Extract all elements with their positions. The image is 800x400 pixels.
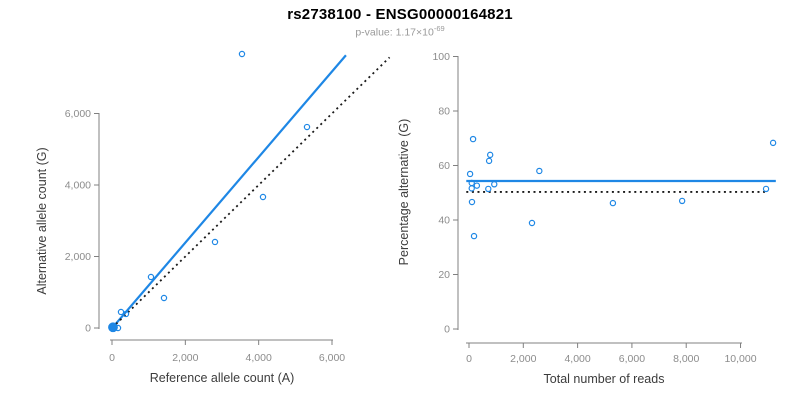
data-point xyxy=(491,181,498,188)
y-tick-label: 100 xyxy=(432,51,450,63)
data-point xyxy=(678,197,686,205)
data-point xyxy=(470,232,478,240)
data-point xyxy=(466,170,474,178)
x-tick-label: 2,000 xyxy=(510,353,536,365)
allele-counts-panel: 0 2,000 4,000 6,000 0 2,000 4,000 6,000 Referenc… xyxy=(35,50,391,385)
y-tick-label: 80 xyxy=(438,106,450,118)
data-point xyxy=(468,185,475,192)
y-tick-label: 40 xyxy=(438,215,450,227)
data-point xyxy=(536,167,543,175)
data-point xyxy=(468,198,476,206)
data-point xyxy=(485,185,492,193)
y-axis-title: Percentage alternative (G) xyxy=(397,119,411,266)
data-point xyxy=(303,123,311,131)
x-tick-label: 6,000 xyxy=(619,353,645,365)
pvalue-exponent: -69 xyxy=(433,24,445,33)
figure-title: rs2738100 - ENSG00000164821 xyxy=(287,6,513,23)
data-point xyxy=(473,182,481,189)
data-point xyxy=(769,139,777,147)
data-point xyxy=(259,193,267,201)
y-tick-label: 0 xyxy=(444,324,450,336)
data-point xyxy=(147,273,155,281)
fitted-line xyxy=(112,54,347,328)
x-tick-label: 8,000 xyxy=(673,353,699,365)
y-tick-label: 6,000 xyxy=(65,108,91,120)
x-axis-title: Total number of reads xyxy=(544,372,665,386)
y-tick-label: 20 xyxy=(438,269,450,281)
y-tick-label: 60 xyxy=(438,160,450,172)
data-point xyxy=(108,322,118,333)
data-point xyxy=(528,219,536,227)
y-tick-label: 4,000 xyxy=(65,180,91,192)
identity-line xyxy=(111,56,391,329)
data-point xyxy=(486,151,494,159)
x-tick-label: 6,000 xyxy=(319,352,345,364)
x-axis-title: Reference allele count (A) xyxy=(150,371,295,385)
x-tick-label: 4,000 xyxy=(246,352,272,364)
data-point xyxy=(762,185,770,193)
x-tick-label: 10,000 xyxy=(724,353,756,365)
percentage-alternative-panel: 0 2,000 4,000 6,000 8,000 10,000 0 20 40 60 80 100 T… xyxy=(397,51,777,386)
data-point xyxy=(117,308,125,316)
x-tick-label: 2,000 xyxy=(172,352,198,364)
y-tick-label: 0 xyxy=(85,323,91,335)
y-axis-title: Alternative allele count (G) xyxy=(35,147,49,294)
figure-subtitle: p-value: 1.17×10-69 xyxy=(0,24,800,39)
x-tick-label: 0 xyxy=(109,352,115,364)
pvalue-text: p-value: 1.17×10 xyxy=(355,26,434,39)
x-tick-label: 0 xyxy=(466,353,472,365)
data-point xyxy=(609,199,617,207)
data-point xyxy=(211,238,219,246)
data-point xyxy=(238,50,246,58)
x-tick-label: 4,000 xyxy=(564,353,590,365)
y-tick-label: 2,000 xyxy=(65,251,91,263)
data-point xyxy=(485,157,493,165)
data-point xyxy=(469,135,477,143)
data-point xyxy=(160,294,168,302)
